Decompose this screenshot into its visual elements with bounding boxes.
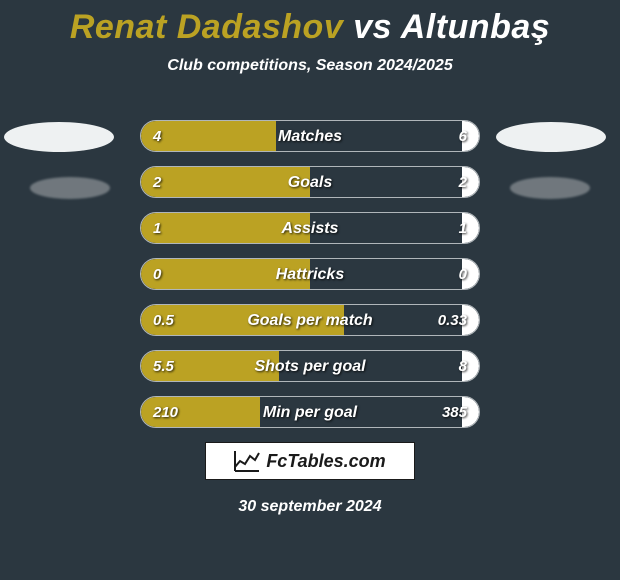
- vs-text: vs: [353, 8, 392, 46]
- comparison-title: Renat Dadashov vs Altunbaş: [0, 0, 620, 47]
- stat-label: Matches: [141, 121, 479, 152]
- fctables-icon: [234, 450, 260, 472]
- stat-label: Hattricks: [141, 259, 479, 290]
- stat-label: Assists: [141, 213, 479, 244]
- stat-row: 5.58Shots per goal: [140, 350, 480, 382]
- stat-row: 46Matches: [140, 120, 480, 152]
- stat-row: 11Assists: [140, 212, 480, 244]
- side-ellipse: [510, 177, 590, 199]
- stat-row: 210385Min per goal: [140, 396, 480, 428]
- subtitle: Club competitions, Season 2024/2025: [0, 57, 620, 75]
- player-b-name: Altunbaş: [401, 8, 550, 46]
- stat-label: Shots per goal: [141, 351, 479, 382]
- footer-logo: FcTables.com: [205, 442, 415, 480]
- stat-row: 00Hattricks: [140, 258, 480, 290]
- stat-label: Min per goal: [141, 397, 479, 428]
- side-ellipse: [496, 122, 606, 152]
- side-ellipse: [4, 122, 114, 152]
- stat-row: 22Goals: [140, 166, 480, 198]
- side-ellipse: [30, 177, 110, 199]
- player-a-name: Renat Dadashov: [70, 8, 343, 46]
- footer-logo-text: FcTables.com: [266, 451, 385, 472]
- stats-container: 46Matches 22Goals 11Assists 00Hattricks 0.50…: [140, 120, 480, 442]
- stat-row: 0.50.33Goals per match: [140, 304, 480, 336]
- stat-label: Goals: [141, 167, 479, 198]
- footer-date: 30 september 2024: [0, 498, 620, 516]
- stat-label: Goals per match: [141, 305, 479, 336]
